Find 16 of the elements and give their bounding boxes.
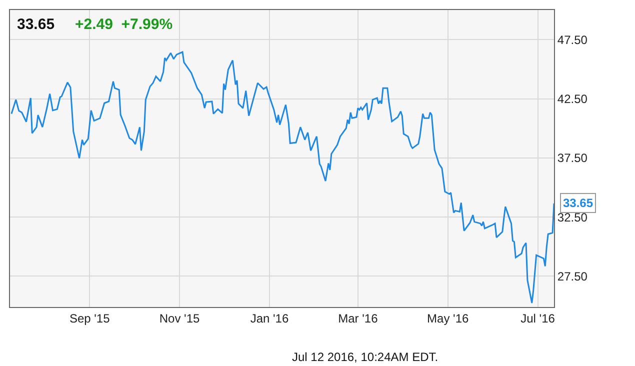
y-tick-label: 42.50 (557, 92, 588, 106)
chart-subtitle: +2.49 +7.99% (75, 16, 173, 33)
y-tick-label: 47.50 (557, 32, 588, 47)
y-tick-label: 27.50 (557, 269, 588, 284)
x-tick-label: May '16 (427, 311, 469, 326)
y-tick-label: 32.50 (557, 210, 588, 224)
annotation: 33.65 (563, 196, 594, 210)
x-tick-label: Jul '16 (520, 311, 556, 326)
x-tick-label: Mar '16 (338, 311, 378, 326)
text: Jul 12 2016, 10:24AM EDT. (292, 350, 438, 364)
y-tick-label: 37.50 (557, 151, 588, 166)
x-tick-label: Sep '15 (69, 311, 110, 326)
line-series (10, 51, 554, 304)
x-tick-label: Nov '15 (159, 311, 200, 326)
x-tick-label: Jan '16 (250, 311, 289, 326)
chart-title: 33.65 (17, 16, 55, 33)
